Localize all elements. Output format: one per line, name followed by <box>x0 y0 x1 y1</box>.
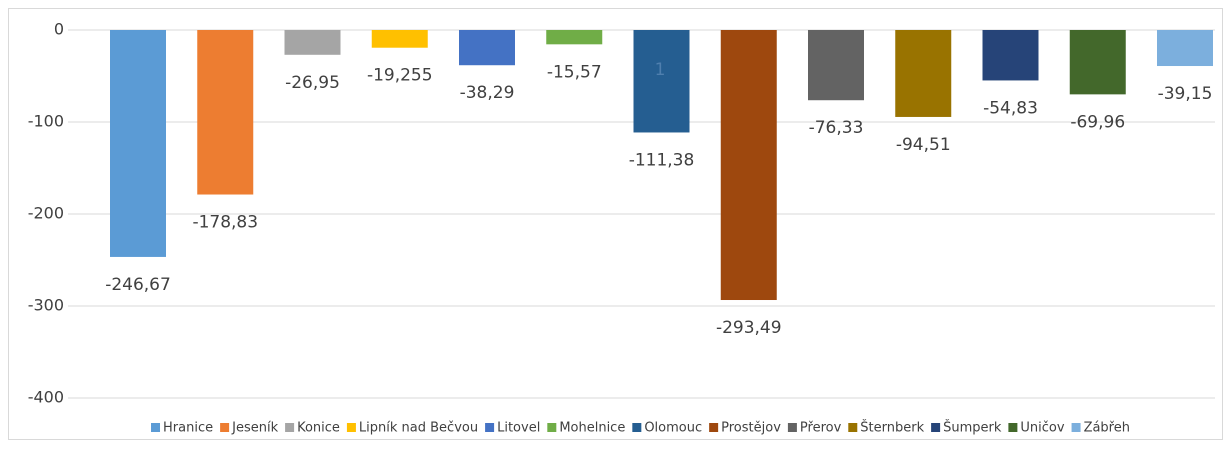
legend-label: Olomouc <box>644 421 702 436</box>
data-label: -15,57 <box>547 62 602 82</box>
legend-label: Přerov <box>800 421 842 436</box>
data-label: -69,96 <box>1070 112 1125 132</box>
legend-label: Lipník nad Bečvou <box>359 421 478 436</box>
bar <box>982 30 1039 81</box>
data-label: -54,83 <box>983 98 1038 118</box>
legend-swatch <box>848 423 858 432</box>
bar <box>895 30 952 117</box>
data-label: -19,255 <box>367 66 433 86</box>
legend-label: Prostějov <box>721 421 781 436</box>
legend-swatch <box>547 423 557 432</box>
legend-swatch <box>220 423 230 432</box>
legend-label: Jeseník <box>231 421 278 436</box>
legend-label: Hranice <box>163 421 213 436</box>
legend-label: Šternberk <box>860 420 924 436</box>
data-label: -178,83 <box>192 213 258 233</box>
legend-label: Mohelnice <box>559 421 625 436</box>
y-tick-label: -200 <box>28 204 64 223</box>
data-label: -39,15 <box>1158 84 1213 104</box>
bar <box>284 30 341 55</box>
y-tick-label: -100 <box>28 112 64 131</box>
legend-swatch <box>787 423 797 432</box>
legend-swatch <box>346 423 356 432</box>
legend-label: Šumperk <box>943 420 1002 436</box>
legend-swatch <box>285 423 295 432</box>
chart-frame <box>8 8 1223 440</box>
legend-swatch <box>632 423 642 432</box>
legend-swatch <box>931 423 941 432</box>
annotation: 1 <box>655 60 666 80</box>
legend-label: Uničov <box>1020 421 1064 436</box>
data-label: -76,33 <box>809 118 864 138</box>
y-tick-label: -300 <box>28 296 64 315</box>
legend-swatch <box>1071 423 1081 432</box>
bar <box>720 30 777 301</box>
data-label: -26,95 <box>285 73 340 93</box>
legend-swatch <box>485 423 495 432</box>
data-label: -94,51 <box>896 135 951 155</box>
bar <box>1157 30 1213 67</box>
legend-label: Konice <box>297 421 340 436</box>
bar <box>197 30 254 195</box>
bar <box>546 30 603 45</box>
bar <box>633 30 690 133</box>
legend-swatch <box>709 423 719 432</box>
bar <box>371 30 428 48</box>
data-label: -111,38 <box>629 150 695 170</box>
bar <box>459 30 515 66</box>
data-label: -293,49 <box>716 318 782 338</box>
legend-label: Litovel <box>497 421 540 436</box>
bar <box>808 30 864 101</box>
legend-label: Zábřeh <box>1084 421 1130 436</box>
legend-swatch <box>1008 423 1018 432</box>
y-tick-label: -400 <box>28 388 64 407</box>
bar <box>1069 30 1126 95</box>
data-label: -246,67 <box>105 275 171 295</box>
bar <box>110 30 166 257</box>
legend-swatch <box>151 423 161 432</box>
y-tick-label: 0 <box>54 20 64 39</box>
data-label: -38,29 <box>460 83 515 103</box>
